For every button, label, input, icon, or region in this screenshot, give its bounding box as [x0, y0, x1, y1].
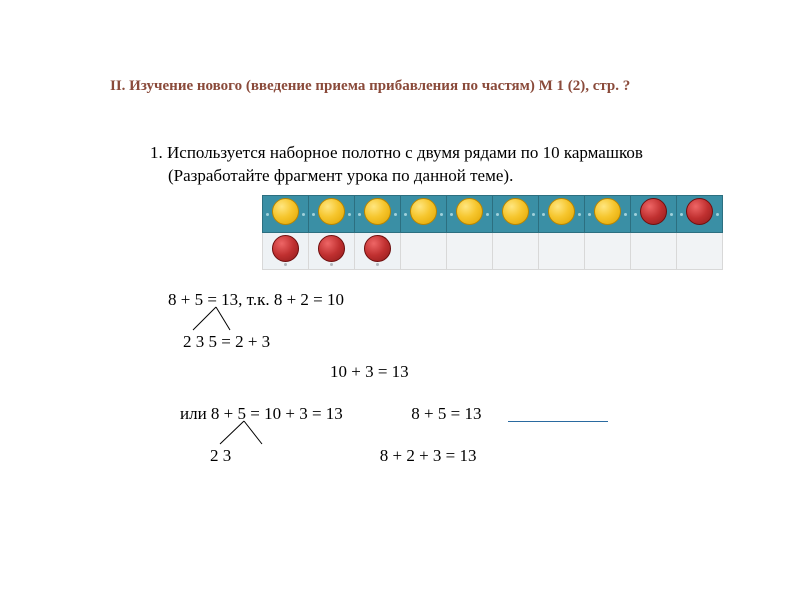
frame-bottom-cell [539, 233, 585, 270]
branch2-left [220, 421, 244, 444]
frame-top-cell [447, 196, 493, 233]
math-line-2: 2 3 5 = 2 + 3 [183, 332, 270, 352]
branch2-right [244, 421, 262, 444]
frame-bottom-cell [309, 233, 355, 270]
underline [508, 421, 608, 422]
math-line-4: или 8 + 5 = 10 + 3 = 13 8 + 5 = 13 [180, 404, 481, 424]
frame-bottom-row [263, 233, 723, 270]
frame-bottom-cell [447, 233, 493, 270]
red-chip-icon [686, 198, 713, 225]
yellow-chip-icon [594, 198, 621, 225]
body-line-2: (Разработайте фрагмент урока по данной т… [150, 165, 740, 188]
red-chip-icon [364, 235, 391, 262]
decorative-dots [58, 105, 66, 113]
frame-bottom-cell [631, 233, 677, 270]
body-line-1: 1. Используется наборное полотно с двумя… [150, 142, 740, 165]
red-chip-icon [640, 198, 667, 225]
math-line-4-right: 8 + 5 = 13 [411, 404, 481, 423]
body-text: 1. Используется наборное полотно с двумя… [150, 142, 740, 188]
yellow-chip-icon [410, 198, 437, 225]
frame-bottom-cell [355, 233, 401, 270]
yellow-chip-icon [364, 198, 391, 225]
slide-heading: II. Изучение нового (введение приема при… [110, 78, 760, 95]
math-line-5-right: 8 + 2 + 3 = 13 [380, 446, 477, 465]
frame-bottom-cell [677, 233, 723, 270]
slide: II. Изучение нового (введение приема при… [0, 0, 800, 600]
math-line-5: 2 3 8 + 2 + 3 = 13 [210, 446, 477, 466]
frame-bottom-cell [493, 233, 539, 270]
frame-top-cell [493, 196, 539, 233]
counting-frame-table [262, 195, 723, 270]
yellow-chip-icon [502, 198, 529, 225]
red-chip-icon [318, 235, 345, 262]
frame-top-cell [263, 196, 309, 233]
frame-top-cell [677, 196, 723, 233]
counting-frame [262, 195, 723, 270]
frame-bottom-cell [401, 233, 447, 270]
branch1-right [216, 307, 230, 330]
red-chip-icon [272, 235, 299, 262]
frame-top-cell [401, 196, 447, 233]
frame-top-cell [631, 196, 677, 233]
math-line-1: 8 + 5 = 13, т.к. 8 + 2 = 10 [168, 290, 344, 310]
frame-top-cell [539, 196, 585, 233]
math-line-4-left: или 8 + 5 = 10 + 3 = 13 [180, 404, 343, 423]
yellow-chip-icon [272, 198, 299, 225]
math-line-3: 10 + 3 = 13 [330, 362, 409, 382]
branch1-left [193, 307, 216, 330]
frame-top-cell [309, 196, 355, 233]
frame-bottom-cell [263, 233, 309, 270]
frame-top-cell [585, 196, 631, 233]
yellow-chip-icon [456, 198, 483, 225]
yellow-chip-icon [318, 198, 345, 225]
yellow-chip-icon [548, 198, 575, 225]
frame-top-row [263, 196, 723, 233]
frame-bottom-cell [585, 233, 631, 270]
math-line-5-left: 2 3 [210, 446, 231, 465]
frame-top-cell [355, 196, 401, 233]
